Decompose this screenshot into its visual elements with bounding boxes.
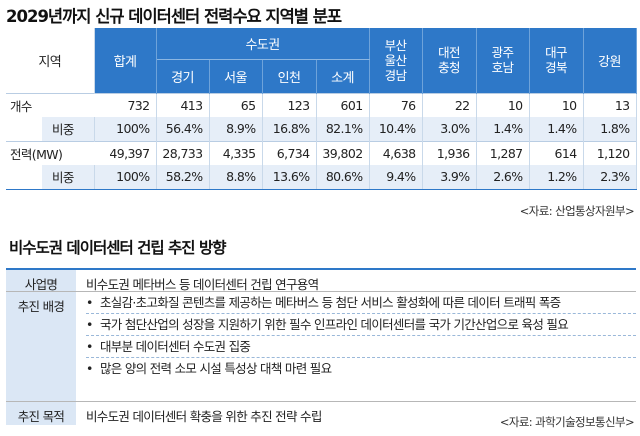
table-cell: 614 bbox=[529, 140, 584, 165]
table-cell: 1.4% bbox=[529, 117, 584, 141]
table-cell: 39,802 bbox=[316, 140, 370, 165]
table-row-count-share: 비중 100% 56.4% 8.9% 16.8% 82.1% 10.4% 3.0… bbox=[6, 117, 637, 141]
table-cell: 13 bbox=[583, 92, 637, 117]
table-cell: 3.0% bbox=[422, 117, 477, 141]
plan-value: 비수도권 데이터센터 확충을 위한 추진 전략 수립 bbox=[86, 409, 322, 424]
table-cell: 10 bbox=[529, 92, 584, 117]
table-row-power-share: 비중 100% 58.2% 8.8% 13.6% 80.6% 9.4% 3.9%… bbox=[6, 165, 637, 190]
plan-row-goal: 추진 목적 비수도권 데이터센터 확충을 위한 추진 전략 수립 bbox=[6, 402, 636, 425]
table-cell: 1.2% bbox=[529, 165, 584, 190]
header-total: 합계 bbox=[94, 28, 157, 93]
header-daegu-gyeongbuk: 대구 경북 bbox=[529, 28, 584, 93]
plan-bullets: • 초실감·초고화질 콘텐츠를 제공하는 메타버스 등 첨단 서비스 활성화에 따… bbox=[76, 292, 636, 401]
table-cell: 2.3% bbox=[583, 165, 637, 190]
table-row-power: 전력(MW) 49,397 28,733 4,335 6,734 39,802 … bbox=[6, 140, 637, 165]
plan-value: 비수도권 메타버스 등 데이터센터 건립 연구용역 bbox=[86, 277, 319, 291]
row-indent bbox=[6, 117, 42, 141]
table-row-count: 개수 732 413 65 123 601 76 22 10 10 13 bbox=[6, 92, 637, 117]
table-cell: 16.8% bbox=[262, 117, 317, 141]
table-cell: 1,287 bbox=[476, 140, 530, 165]
table-cell: 13.6% bbox=[262, 165, 317, 190]
chart-title: 2029년까지 신규 데이터센터 전력수요 지역별 분포 bbox=[6, 7, 342, 26]
header-gyeonggi: 경기 bbox=[156, 59, 210, 93]
header-seoul: 서울 bbox=[209, 59, 263, 93]
bullet-icon: • bbox=[86, 361, 93, 376]
row-label: 개수 bbox=[6, 92, 95, 117]
bullet-icon: • bbox=[86, 317, 93, 332]
row-label: 비중 bbox=[42, 117, 95, 141]
section-title: 비수도권 데이터센터 건립 추진 방향 bbox=[9, 239, 226, 257]
header-gangwon: 강원 bbox=[583, 28, 637, 93]
table-cell: 56.4% bbox=[156, 117, 210, 141]
header-region: 지역 bbox=[6, 28, 95, 93]
bullet-item: • 많은 양의 전력 소모 시설 특성상 대책 마련 필요 bbox=[86, 358, 636, 380]
bullet-item: • 초실감·초고화질 콘텐츠를 제공하는 메타버스 등 첨단 서비스 활성화에 따… bbox=[86, 292, 636, 314]
header-row-1: 지역 합계 수도권 부산 울산 경남 대전 충청 광주 호남 대구 경북 강원 bbox=[6, 28, 637, 93]
table-cell: 10.4% bbox=[369, 117, 423, 141]
plan-label: 추진 배경 bbox=[6, 292, 76, 401]
source-note: <자료: 산업통상자원부> bbox=[519, 204, 635, 218]
table-cell: 10 bbox=[476, 92, 530, 117]
plan-label: 사업명 bbox=[6, 270, 76, 292]
table-cell: 1.8% bbox=[583, 117, 637, 141]
bullet-item: • 대부분 데이터센터 수도권 집중 bbox=[86, 336, 636, 358]
plan-table: 사업명 비수도권 메타버스 등 데이터센터 건립 연구용역 추진 배경 • 초실감… bbox=[6, 268, 636, 425]
table-cell: 1,120 bbox=[583, 140, 637, 165]
table-cell: 1.4% bbox=[476, 117, 530, 141]
table-cell: 80.6% bbox=[316, 165, 370, 190]
header-incheon: 인천 bbox=[262, 59, 317, 93]
table-cell: 22 bbox=[422, 92, 477, 117]
table-cell: 9.4% bbox=[369, 165, 423, 190]
header-gwangju-honam: 광주 호남 bbox=[476, 28, 530, 93]
distribution-table: 지역 합계 수도권 부산 울산 경남 대전 충청 광주 호남 대구 경북 강원 경기 서울… bbox=[6, 28, 637, 190]
bullet-icon: • bbox=[86, 339, 93, 354]
table-cell: 6,734 bbox=[262, 140, 317, 165]
header-row-2: 경기 서울 인천 소계 bbox=[6, 59, 636, 93]
table-cell: 3.9% bbox=[422, 165, 477, 190]
header-subtotal: 소계 bbox=[316, 59, 370, 93]
table-cell: 65 bbox=[209, 92, 263, 117]
table-cell: 82.1% bbox=[316, 117, 370, 141]
source-note-2: <자료: 과학기술정보통신부> bbox=[493, 414, 635, 430]
table-cell: 8.8% bbox=[209, 165, 263, 190]
table-cell: 601 bbox=[316, 92, 370, 117]
table-cell: 413 bbox=[156, 92, 210, 117]
table-cell: 2.6% bbox=[476, 165, 530, 190]
header-metro: 수도권 bbox=[156, 28, 370, 60]
header-busan-ulsan-gyeongnam: 부산 울산 경남 bbox=[369, 28, 423, 93]
row-label: 전력(MW) bbox=[6, 140, 95, 165]
table-cell: 4,638 bbox=[369, 140, 423, 165]
table-cell: 4,335 bbox=[209, 140, 263, 165]
table-cell: 732 bbox=[94, 92, 157, 117]
table-cell: 1,936 bbox=[422, 140, 477, 165]
row-label: 비중 bbox=[42, 165, 95, 190]
header-daejeon-chungcheong: 대전 충청 bbox=[422, 28, 477, 93]
plan-row-background: 추진 배경 • 초실감·초고화질 콘텐츠를 제공하는 메타버스 등 첨단 서비스 … bbox=[6, 292, 636, 402]
table-cell: 76 bbox=[369, 92, 423, 117]
table-cell: 123 bbox=[262, 92, 317, 117]
plan-label: 추진 목적 bbox=[6, 402, 76, 425]
table-cell: 28,733 bbox=[156, 140, 210, 165]
table-cell: 100% bbox=[94, 117, 157, 141]
plan-row-project: 사업명 비수도권 메타버스 등 데이터센터 건립 연구용역 bbox=[6, 270, 636, 292]
bullet-item: • 국가 첨단산업의 성장을 지원하기 위한 필수 인프라인 데이터센터를 국가 … bbox=[86, 314, 636, 336]
table-cell: 58.2% bbox=[156, 165, 210, 190]
table-cell: 49,397 bbox=[94, 140, 157, 165]
bullet-icon: • bbox=[86, 295, 93, 310]
table-cell: 8.9% bbox=[209, 117, 263, 141]
row-indent bbox=[6, 165, 42, 190]
table-cell: 100% bbox=[94, 165, 157, 190]
